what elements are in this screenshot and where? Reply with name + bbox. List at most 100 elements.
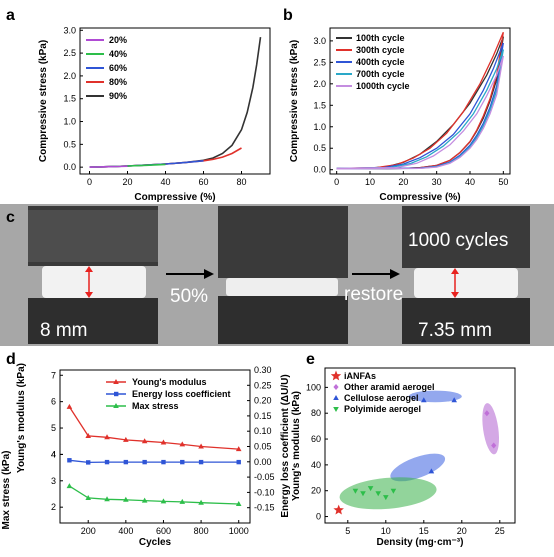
y-left-tick-label: 7 [51,370,56,380]
data-point-iANFAs [333,504,344,515]
panel-a-axes-frame [79,27,271,175]
legend-label: 20% [109,35,127,45]
data-point [123,459,129,465]
data-point-Cellulose aerogel [428,468,435,474]
aerogel-sample-restored [414,268,518,298]
legend-label: iANFAs [344,371,376,381]
y-tick-label: 2.5 [63,48,76,58]
lower-platen-restored [402,298,530,344]
x-tick-label: 10 [381,526,391,536]
data-point [160,498,167,504]
data-point-Cellulose aerogel [451,397,457,403]
panel-b-x-axis-label: Compressive (%) [379,192,460,203]
y-right-tick-label: 0.30 [254,365,272,375]
legend-label: Max stress [132,401,179,411]
panel-d-ticks: 200 400 600 800 10004567234-0.15-0.10-0.050.… [51,365,275,536]
y-left-tick-label: 4 [51,449,56,459]
x-tick-label: 200 [81,526,96,536]
loading-curve-700th cycle [336,49,504,170]
process-arrow-restore: restore [344,269,403,305]
legend-label: 40% [109,49,127,59]
y-tick-label: 0.0 [63,162,76,172]
y-tick-label: 1.0 [63,117,76,127]
x-tick-label: 25 [495,526,505,536]
panel-e-label: e [306,351,315,368]
x-tick-label: 30 [432,177,442,187]
panel-a-series [89,36,262,168]
region-Other aramid aerogel [482,403,500,455]
panel-a-ticks: 0 20 40 60 80 0.0 0.5 1.0 1.5 2.0 2.5 3.0 [63,25,246,187]
panel-d-y-axis-label-top: Young's modulus (kPa) [16,363,27,473]
data-point-Polyimide aerogel [352,488,359,494]
x-tick-label: 20 [457,526,467,536]
panel-b-line-chart: b 0 10 20 30 40 50 0.0 0.5 1.0 1.5 2.0 2.5 3.0 100th… [283,7,511,203]
x-tick-label: 400 [118,526,133,536]
panel-e-y-axis-label: Young's modulus (kPa) [291,391,302,501]
x-tick-label: 1000 [229,526,249,536]
panel-a-legend: 20% 40% 60% 80% 90% [86,35,127,101]
cycles-label: 1000 cycles [408,230,508,251]
legend-label: 400th cycle [356,57,405,67]
data-point [67,458,72,463]
x-tick-label: 800 [194,526,209,536]
y-right-tick-label: 0.20 [254,396,272,406]
x-tick-label: 20 [122,177,132,187]
panel-d-x-axis-label: Cycles [139,537,172,548]
data-point [85,494,92,500]
panel-a-y-axis-label: Compressive stress (kPa) [38,40,49,162]
y-right-tick-label: -0.05 [254,472,275,482]
y-right-tick-label: 0.10 [254,426,272,436]
panel-c-label: c [6,209,15,226]
legend-marker [113,379,119,384]
x-tick-label: 40 [160,177,170,187]
panel-b-ticks: 0 10 20 30 40 50 0.0 0.5 1.0 1.5 2.0 2.5 3.0 [313,36,508,187]
panel-b-legend: 100th cycle 300th cycle 400th cycle 700th c… [336,33,410,91]
arrow-head-down [85,292,93,298]
data-point [85,432,92,438]
y-right-tick-label: 0.15 [254,411,272,421]
y-left-tick-label: 5 [51,423,56,433]
panel-e-regions [339,390,500,510]
photo-frame-initial: 8 mm [28,206,158,344]
panel-b-label: b [283,7,293,24]
compression-label: 50% [170,286,208,307]
photo-frame-restored: 1000 cycles 7.35 mm [402,206,530,344]
data-point [198,459,204,465]
data-point [86,460,91,465]
data-point [123,436,129,442]
lower-platen [28,298,158,344]
lower-platen-compressed [218,296,348,344]
x-tick-label: 20 [398,177,408,187]
region-Cellulose aerogel [408,390,462,403]
legend-marker [333,384,339,390]
restore-label: restore [344,284,403,305]
legend-label: 60% [109,63,127,73]
y-left-tick-label: 3 [51,476,56,486]
data-point [179,441,186,447]
panel-a-label: a [6,7,15,24]
data-point-Other aramid aerogel [484,410,490,417]
panel-d-legend: Young's modulus Energy loss coefficient Ma… [106,377,231,411]
y-tick-label: 80 [311,408,321,418]
panel-e-x-axis-label: Density (mg·cm⁻³) [377,537,464,548]
series-line-20% [89,165,128,168]
y-right-tick-label: -0.15 [254,503,275,513]
data-point-Other aramid aerogel [491,442,497,449]
data-point [198,499,204,505]
process-arrow-compress [166,269,214,279]
y-right-tick-label: 0.25 [254,380,272,390]
x-tick-label: 80 [236,177,246,187]
y-tick-label: 1.5 [63,94,76,104]
data-point [104,434,110,440]
legend-marker [333,395,339,400]
y-tick-label: 40 [311,460,321,470]
data-point [235,501,242,507]
y-left-tick-label: 6 [51,397,56,407]
data-point-Polyimide aerogel [375,491,381,497]
data-point [66,403,73,409]
panel-d-dual-axis-chart: d 200 400 600 800 10004567234-0.15-0.10-0.05… [1,351,291,548]
legend-label: Polyimide aerogel [344,404,421,414]
y-right-tick-label: 0.05 [254,442,272,452]
panel-e-series [333,397,497,515]
y-right-tick-label: -0.10 [254,487,275,497]
